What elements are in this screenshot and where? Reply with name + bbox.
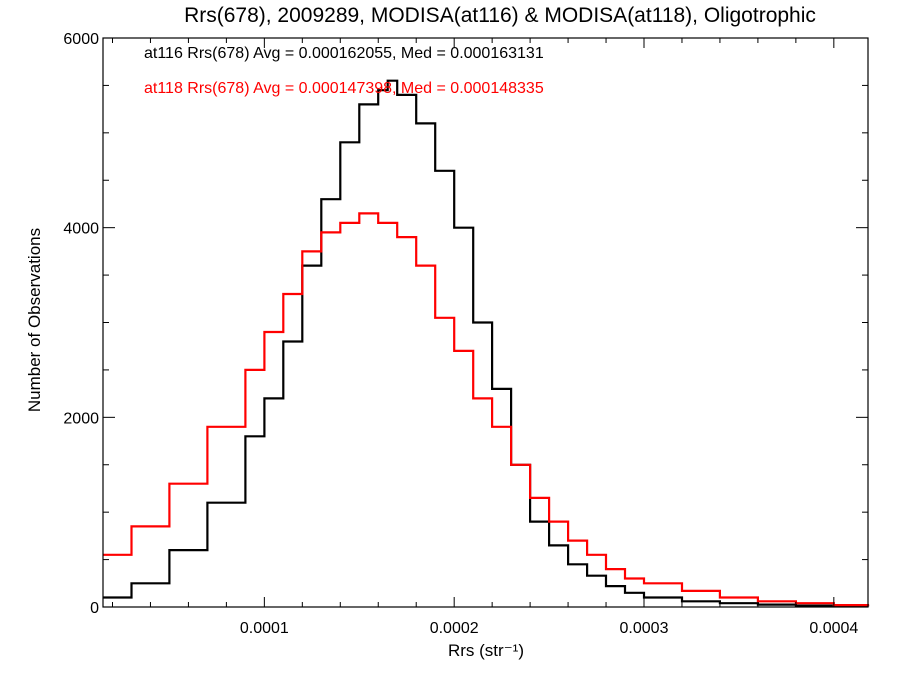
series-line-1 bbox=[103, 212, 870, 607]
y-axis-label: Number of Observations bbox=[25, 228, 44, 412]
y-tick-label: 2000 bbox=[63, 410, 99, 427]
x-tick-label: 0.0004 bbox=[809, 620, 858, 637]
legend-at116: at116 Rrs(678) Avg = 0.000162055, Med = … bbox=[144, 45, 544, 62]
x-axis-label: Rrs (str⁻¹) bbox=[448, 641, 524, 660]
x-tick-label: 0.0001 bbox=[240, 620, 289, 637]
x-tick-label: 0.0003 bbox=[620, 620, 669, 637]
plot-series-group bbox=[103, 79, 870, 608]
y-tick-label: 6000 bbox=[63, 31, 99, 48]
chart-title: Rrs(678), 2009289, MODISA(at116) & MODIS… bbox=[184, 4, 816, 27]
x-tick-label: 0.0002 bbox=[430, 620, 479, 637]
axis-ticks: 0.0001 0.0002 0.0003 0.0004 0 2000 4000 6000 bbox=[63, 31, 868, 637]
y-tick-label: 4000 bbox=[63, 221, 99, 238]
legend-at118: at118 Rrs(678) Avg = 0.000147398, Med = … bbox=[144, 80, 544, 97]
y-tick-label: 0 bbox=[90, 600, 99, 617]
series-line-0 bbox=[103, 79, 870, 608]
